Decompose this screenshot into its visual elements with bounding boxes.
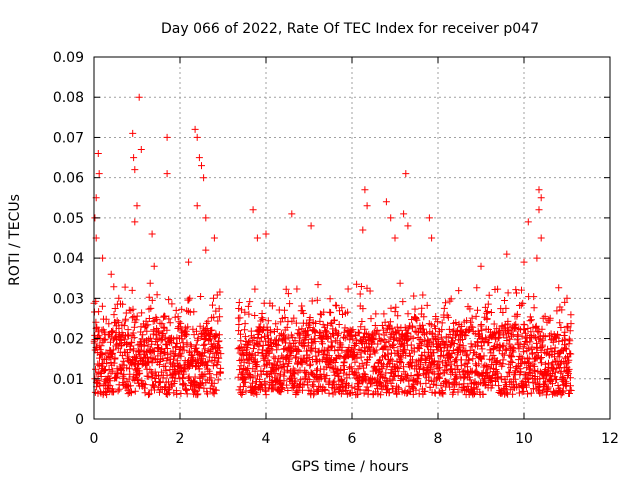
y-tick-label: 0.03: [53, 291, 84, 307]
x-tick-label: 10: [515, 431, 533, 447]
y-tick-label: 0.06: [53, 171, 84, 187]
x-tick-label: 0: [90, 431, 99, 447]
y-tick-label: 0.09: [53, 50, 84, 66]
x-tick-label: 2: [176, 431, 185, 447]
y-axis-label: ROTI / TECUs: [7, 194, 23, 286]
x-tick-labels: 0 2 4 6 8 10 12: [90, 431, 619, 447]
y-tick-label: 0.02: [53, 332, 84, 348]
y-tick-label: 0.08: [53, 90, 84, 106]
y-tick-label: 0.05: [53, 211, 84, 227]
x-tick-label: 4: [262, 431, 271, 447]
y-tick-label: 0.07: [53, 130, 84, 146]
y-tick-label: 0: [75, 412, 84, 428]
y-tick-label: 0.04: [53, 251, 84, 267]
x-tick-label: 12: [601, 431, 619, 447]
x-tick-label: 6: [348, 431, 357, 447]
data-points: [90, 93, 575, 399]
y-tick-label: 0.01: [53, 372, 84, 388]
ticks: [93, 56, 611, 420]
x-tick-label: 8: [434, 431, 443, 447]
x-axis-label: GPS time / hours: [291, 459, 408, 475]
y-tick-labels: 0 0.01 0.02 0.03 0.04 0.05 0.06 0.07 0.08 0.09: [53, 50, 84, 428]
roti-series-markers: [90, 93, 575, 399]
chart-title: Day 066 of 2022, Rate Of TEC Index for r…: [161, 21, 539, 37]
